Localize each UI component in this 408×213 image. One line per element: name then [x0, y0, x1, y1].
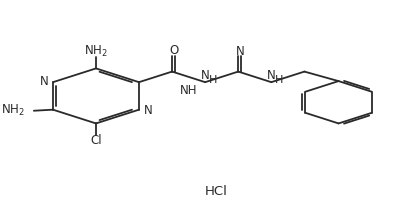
- Text: NH$_2$: NH$_2$: [0, 103, 24, 118]
- Text: Cl: Cl: [90, 134, 102, 147]
- Text: N: N: [235, 45, 244, 58]
- Text: N: N: [267, 69, 276, 82]
- Text: H: H: [275, 75, 284, 85]
- Text: N: N: [201, 69, 210, 82]
- Text: N: N: [144, 104, 152, 117]
- Text: HCl: HCl: [205, 185, 228, 198]
- Text: NH$_2$: NH$_2$: [84, 44, 108, 59]
- Text: NH: NH: [180, 84, 197, 97]
- Text: N: N: [40, 75, 49, 88]
- Text: O: O: [169, 44, 178, 57]
- Text: H: H: [209, 75, 217, 85]
